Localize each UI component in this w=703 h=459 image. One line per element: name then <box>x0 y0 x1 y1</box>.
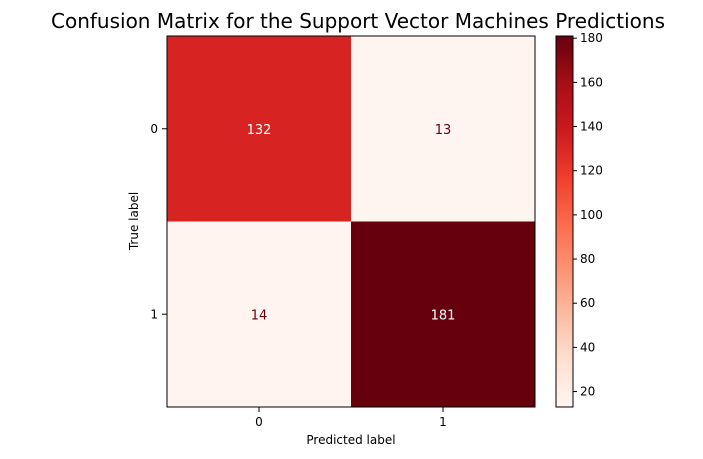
colorbar-tick-label: 140 <box>580 120 603 134</box>
y-tick-label: 1 <box>150 307 158 321</box>
matrix-cell-1-0 <box>167 221 351 407</box>
y-tick-label: 0 <box>150 122 158 136</box>
matrix-cell-0-0 <box>167 36 351 222</box>
colorbar-tick-label: 80 <box>580 252 595 266</box>
matrix-cell-1-1 <box>351 221 535 407</box>
plot-frame <box>166 35 536 408</box>
matrix-cells <box>167 36 535 407</box>
colorbar-tick-label: 40 <box>580 340 595 354</box>
x-axis-label: Predicted label <box>306 433 395 447</box>
chart-title: Confusion Matrix for the Support Vector … <box>51 9 665 33</box>
x-tick-label: 0 <box>255 415 263 429</box>
colorbar-ticks: 20 40 60 80 100 120 140 160 180 <box>573 31 603 399</box>
colorbar-tick-label: 60 <box>580 296 595 310</box>
y-axis-label: True label <box>127 192 141 251</box>
y-axis-ticks: 01 <box>150 122 167 321</box>
colorbar-tick-label: 160 <box>580 75 603 89</box>
cell-value-0-0: 132 <box>247 123 272 138</box>
colorbar-tick-label: 120 <box>580 164 603 178</box>
cell-value-1-0: 14 <box>251 308 268 323</box>
colorbar-tick-label: 100 <box>580 208 603 222</box>
colorbar-tick-label: 180 <box>580 31 603 45</box>
matrix-cell-0-1 <box>351 36 535 222</box>
colorbar <box>555 35 574 408</box>
cell-value-1-1: 181 <box>431 308 456 323</box>
x-tick-label: 1 <box>439 415 447 429</box>
cell-value-0-1: 13 <box>435 123 452 138</box>
matrix-cell-labels: 132 13 14 181 <box>247 123 456 324</box>
colorbar-tick-label: 20 <box>580 385 595 399</box>
